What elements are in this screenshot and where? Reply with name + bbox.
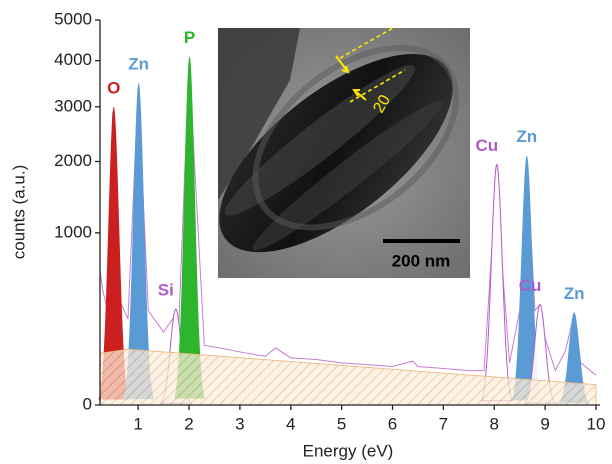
scale-bar-label: 200 nm xyxy=(392,251,451,270)
peak-label: Zn xyxy=(564,284,585,303)
x-tick-label: 4 xyxy=(286,414,295,433)
x-tick-label: 10 xyxy=(587,414,606,433)
peak-label: P xyxy=(184,28,195,47)
peak-label: O xyxy=(107,78,120,97)
peak-label: Zn xyxy=(128,54,149,73)
x-tick-label: 8 xyxy=(490,414,499,433)
peak xyxy=(511,155,543,401)
peak-label: Si xyxy=(158,281,174,300)
x-tick-label: 5 xyxy=(337,414,346,433)
peak-label: Cu xyxy=(475,136,498,155)
x-tick-label: 9 xyxy=(540,414,549,433)
x-tick-label: 7 xyxy=(439,414,448,433)
plot-area: O Zn Si P Cu Zn Cu Zn xyxy=(98,28,597,406)
x-tick-label: 1 xyxy=(133,414,142,433)
x-tick-label: 3 xyxy=(235,414,244,433)
y-tick-label: 1000 xyxy=(54,222,92,241)
arrow xyxy=(335,55,350,74)
inset-image: 20 200 nm xyxy=(218,27,470,278)
x-axis-label: Energy (eV) xyxy=(303,441,394,460)
measure-line xyxy=(339,27,394,59)
tem-region xyxy=(218,28,300,200)
y-tick-label: 2000 xyxy=(54,151,92,170)
peak-label: Zn xyxy=(516,127,537,146)
peak xyxy=(558,312,590,404)
peak-label: Cu xyxy=(519,276,542,295)
peak xyxy=(480,163,513,402)
y-tick-label: 5000 xyxy=(54,9,92,28)
measure-line xyxy=(349,69,406,103)
x-tick-label: 2 xyxy=(184,414,193,433)
arrow xyxy=(352,89,367,101)
nanorod xyxy=(219,44,460,253)
y-tick-label: 0 xyxy=(83,394,92,413)
spectrum-line xyxy=(99,60,597,376)
x-tick-label: 6 xyxy=(388,414,397,433)
peak xyxy=(174,56,205,399)
peak xyxy=(123,82,154,400)
size-annotation: 20 xyxy=(370,92,394,116)
y-axis-label: counts (a.u.) xyxy=(9,165,28,260)
y-tick-label: 3000 xyxy=(54,96,92,115)
y-tick-label: 4000 xyxy=(54,50,92,69)
peak xyxy=(98,106,129,400)
